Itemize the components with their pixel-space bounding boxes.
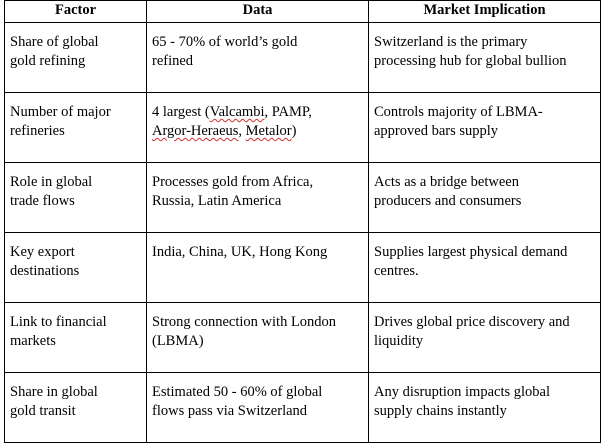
factor-cell: Role in global trade flows: [4, 162, 147, 233]
data-cell: Estimated 50 - 60% of global flows pass …: [146, 372, 369, 443]
factor-cell: Share in global gold transit: [4, 372, 147, 443]
factor-cell: Key export destinations: [4, 232, 147, 303]
implication-cell: Drives global price discovery and liquid…: [368, 302, 601, 373]
data-cell: 65 - 70% of world’s gold refined: [146, 22, 369, 93]
header-data: Data: [146, 0, 369, 23]
data-cell: Processes gold from Africa, Russia, Lati…: [146, 162, 369, 233]
gold-market-table: Factor Data Market Implication Share of …: [4, 0, 601, 443]
data-text: ): [291, 123, 297, 139]
header-market-implication: Market Implication: [368, 0, 601, 23]
factor-cell: Number of major refineries: [4, 92, 147, 163]
refinery-name: Metalor: [245, 123, 292, 139]
header-factor: Factor: [4, 0, 147, 23]
implication-cell: Controls majority of LBMA- approved bars…: [368, 92, 601, 163]
implication-cell: Any disruption impacts global supply cha…: [368, 372, 601, 443]
factor-cell: Share of global gold refining: [4, 22, 147, 93]
implication-cell: Acts as a bridge between producers and c…: [368, 162, 601, 233]
data-text: ,: [238, 123, 246, 139]
implication-cell: Supplies largest physical demand centres…: [368, 232, 601, 303]
table-row: Number of major refineries 4 largest (Va…: [4, 92, 601, 163]
implication-cell: Switzerland is the primary processing hu…: [368, 22, 601, 93]
table-row: Role in global trade flows Processes gol…: [4, 162, 601, 233]
refinery-name: Valcambi: [209, 104, 265, 120]
header-row: Factor Data Market Implication: [4, 0, 601, 23]
table-row: Share of global gold refining 65 - 70% o…: [4, 22, 601, 93]
data-cell: Strong connection with London (LBMA): [146, 302, 369, 373]
table-row: Share in global gold transit Estimated 5…: [4, 372, 601, 443]
data-cell: 4 largest (Valcambi, PAMP, Argor-Heraeus…: [146, 92, 369, 163]
refinery-name: Argor-Heraeus: [152, 123, 239, 139]
factor-cell: Link to financial markets: [4, 302, 147, 373]
table-row: Key export destinations India, China, UK…: [4, 232, 601, 303]
table-row: Link to financial markets Strong connect…: [4, 302, 601, 373]
data-text: , PAMP,: [264, 104, 312, 120]
data-cell: India, China, UK, Hong Kong: [146, 232, 369, 303]
data-text: 4 largest (: [152, 104, 210, 120]
